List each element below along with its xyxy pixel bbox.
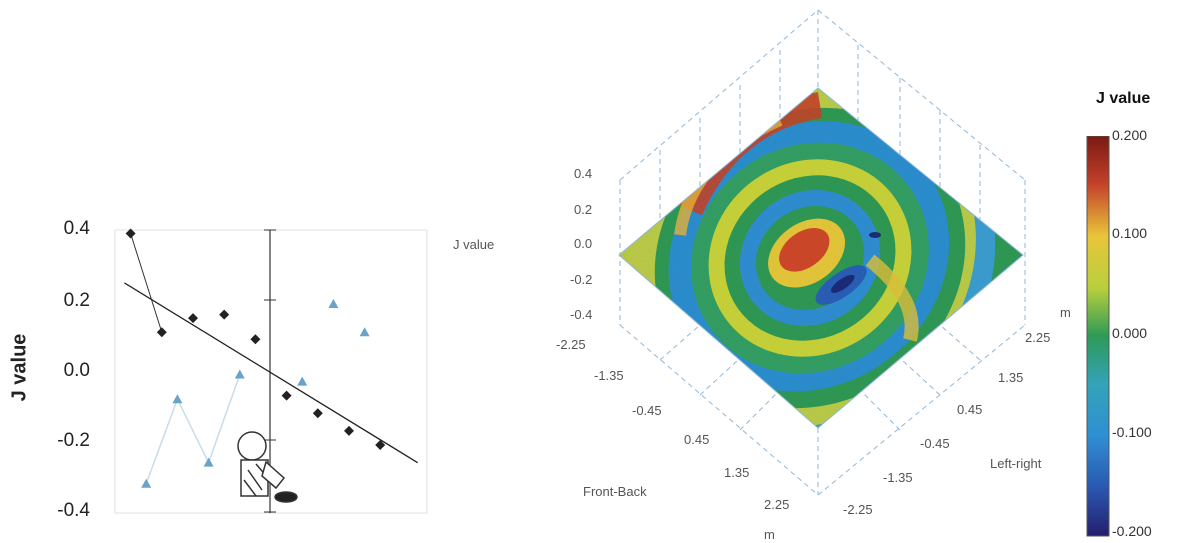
data-point-triangle [172, 394, 183, 404]
data-point-diamond [281, 390, 292, 401]
data-point-diamond [375, 440, 386, 451]
series-connector-light [145, 374, 241, 485]
colorbar [1086, 136, 1110, 537]
data-point-diamond [344, 425, 354, 436]
left-right-tick-label: 2.25 [1025, 330, 1051, 345]
data-point-diamond [188, 313, 198, 324]
left-right-tick-label: -2.25 [843, 502, 873, 517]
data-point-triangle [297, 376, 308, 386]
front-back-tick-label: 2.25 [764, 497, 790, 512]
y-tick-label: -0.4 [57, 500, 90, 521]
left-right-axis-label: Left-right [990, 456, 1042, 471]
front-back-axis-label: Front-Back [583, 484, 647, 499]
y-tick-label: 0.4 [63, 218, 90, 239]
front-back-tick-label: -1.35 [594, 368, 624, 383]
y-tick-label: 0.2 [63, 290, 90, 311]
left-right-tick-label: 1.35 [998, 370, 1024, 385]
colorbar-tick-label: 0.200 [1112, 127, 1148, 143]
listener-illustration [237, 431, 298, 503]
left-right-unit: m [1060, 305, 1071, 320]
data-point-diamond [125, 228, 136, 239]
colorbar-tick-label: -0.200 [1112, 523, 1152, 539]
data-point-triangle [234, 369, 245, 379]
data-point-diamond [156, 327, 167, 338]
left-right-tick-label: -0.45 [920, 436, 950, 451]
colorbar-tick-label: 0.000 [1112, 325, 1148, 341]
front-back-unit: m [764, 527, 775, 542]
front-back-tick-label: 1.35 [724, 465, 750, 480]
front-back-tick-label: 0.45 [684, 432, 710, 447]
data-point-triangle [328, 299, 339, 309]
z-tick-label: 0.0 [574, 236, 593, 251]
data-point-triangle [141, 478, 152, 488]
y-tick-label: -0.2 [57, 430, 90, 451]
center-axis-ticks [264, 229, 276, 513]
z-tick-label: 0.2 [574, 202, 593, 217]
front-back-tick-label: -2.25 [556, 337, 586, 352]
front-back-tick-label: -0.45 [632, 403, 662, 418]
left-right-tick-label: 0.45 [957, 402, 983, 417]
z-axis-label: J value [453, 237, 495, 252]
left-right-tick-label: -1.35 [883, 470, 913, 485]
surface-outline [618, 87, 1024, 429]
series-connector [130, 233, 163, 333]
z-tick-label: -0.4 [570, 307, 593, 322]
data-point-diamond [312, 408, 323, 419]
scatter-chart [114, 228, 428, 514]
data-point-diamond [219, 309, 230, 320]
data-point-triangle [359, 327, 370, 337]
colorbar-tick-label: 0.100 [1112, 225, 1148, 241]
trendline [124, 282, 418, 464]
data-point-diamond [250, 334, 261, 345]
data-point-triangle [203, 457, 214, 467]
surface-heatmap [619, 88, 1023, 428]
colorbar-tick-label: -0.100 [1112, 424, 1152, 440]
z-tick-label: -0.2 [570, 272, 593, 287]
colorbar-title: J value [1096, 90, 1151, 107]
surface-chart [618, 9, 1026, 496]
z-tick-label: 0.4 [574, 166, 593, 181]
y-tick-label: 0.0 [63, 360, 90, 381]
